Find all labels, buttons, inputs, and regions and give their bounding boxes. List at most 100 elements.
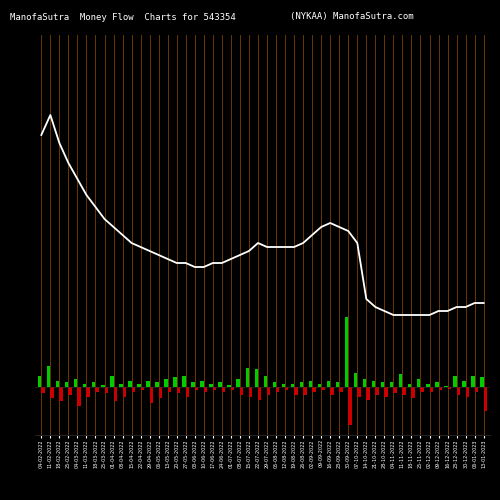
Bar bbox=[176, 387, 180, 394]
Bar bbox=[38, 376, 42, 387]
Bar bbox=[330, 387, 334, 395]
Bar bbox=[466, 387, 469, 396]
Bar bbox=[290, 384, 294, 387]
Bar bbox=[339, 387, 342, 392]
Bar bbox=[258, 387, 262, 400]
Bar bbox=[137, 384, 140, 387]
Bar bbox=[174, 378, 176, 387]
Bar bbox=[146, 380, 150, 387]
Bar bbox=[50, 387, 54, 398]
Bar bbox=[222, 387, 226, 392]
Bar bbox=[366, 387, 370, 400]
Bar bbox=[264, 376, 267, 387]
Bar bbox=[119, 384, 122, 387]
Bar bbox=[276, 387, 280, 392]
Bar bbox=[272, 382, 276, 387]
Bar bbox=[213, 387, 216, 390]
Bar bbox=[376, 387, 379, 395]
Bar bbox=[321, 387, 324, 390]
Bar bbox=[168, 387, 171, 392]
Bar bbox=[456, 387, 460, 395]
Bar bbox=[267, 387, 270, 395]
Bar bbox=[435, 382, 438, 387]
Bar bbox=[42, 387, 45, 394]
Bar bbox=[92, 382, 96, 387]
Bar bbox=[300, 382, 303, 387]
Bar bbox=[101, 386, 104, 387]
Bar bbox=[155, 382, 158, 387]
Bar bbox=[363, 379, 366, 387]
Bar bbox=[122, 387, 126, 396]
Text: (NYKAA) ManofaSutra.com: (NYKAA) ManofaSutra.com bbox=[290, 12, 414, 22]
Bar bbox=[412, 387, 415, 398]
Bar bbox=[218, 382, 222, 387]
Bar bbox=[192, 382, 195, 387]
Bar bbox=[47, 366, 50, 387]
Bar bbox=[420, 387, 424, 392]
Bar bbox=[394, 387, 397, 394]
Bar bbox=[426, 384, 430, 387]
Bar bbox=[381, 382, 384, 387]
Bar bbox=[348, 387, 352, 426]
Bar bbox=[110, 376, 114, 387]
Bar bbox=[384, 387, 388, 396]
Bar bbox=[60, 387, 63, 402]
Bar bbox=[158, 387, 162, 398]
Bar bbox=[336, 382, 339, 387]
Bar bbox=[200, 380, 204, 387]
Bar bbox=[399, 374, 402, 387]
Bar bbox=[246, 368, 249, 387]
Bar bbox=[430, 387, 433, 392]
Bar bbox=[438, 387, 442, 390]
Bar bbox=[228, 386, 231, 387]
Bar bbox=[318, 384, 321, 387]
Bar bbox=[68, 387, 72, 395]
Bar bbox=[231, 387, 234, 390]
Bar bbox=[444, 386, 448, 387]
Bar bbox=[358, 387, 360, 396]
Bar bbox=[236, 379, 240, 387]
Bar bbox=[480, 378, 484, 387]
Bar bbox=[140, 387, 144, 390]
Bar bbox=[195, 387, 198, 390]
Bar bbox=[282, 384, 285, 387]
Bar bbox=[86, 387, 90, 396]
Bar bbox=[65, 382, 68, 387]
Bar bbox=[56, 380, 59, 387]
Bar bbox=[354, 372, 358, 387]
Bar bbox=[390, 382, 394, 387]
Bar bbox=[114, 387, 117, 402]
Bar bbox=[453, 376, 456, 387]
Bar bbox=[249, 387, 252, 396]
Bar bbox=[448, 387, 451, 388]
Bar bbox=[83, 384, 86, 387]
Bar bbox=[408, 384, 412, 387]
Bar bbox=[303, 387, 306, 395]
Bar bbox=[78, 387, 81, 406]
Bar bbox=[308, 380, 312, 387]
Bar bbox=[204, 387, 207, 392]
Bar bbox=[402, 387, 406, 395]
Bar bbox=[150, 387, 153, 403]
Bar bbox=[471, 376, 474, 387]
Text: ManofaSutra  Money Flow  Charts for 543354: ManofaSutra Money Flow Charts for 543354 bbox=[10, 12, 236, 22]
Bar bbox=[372, 380, 376, 387]
Bar bbox=[484, 387, 487, 411]
Bar bbox=[128, 380, 132, 387]
Bar bbox=[182, 376, 186, 387]
Bar bbox=[327, 380, 330, 387]
Bar bbox=[345, 316, 348, 387]
Bar bbox=[312, 387, 316, 392]
Bar bbox=[74, 379, 78, 387]
Bar bbox=[104, 387, 108, 394]
Bar bbox=[96, 387, 99, 392]
Bar bbox=[132, 387, 135, 392]
Bar bbox=[186, 387, 189, 396]
Bar bbox=[417, 379, 420, 387]
Bar bbox=[294, 387, 298, 395]
Bar bbox=[285, 387, 288, 390]
Bar bbox=[254, 370, 258, 387]
Bar bbox=[164, 379, 168, 387]
Bar bbox=[474, 387, 478, 392]
Bar bbox=[462, 380, 466, 387]
